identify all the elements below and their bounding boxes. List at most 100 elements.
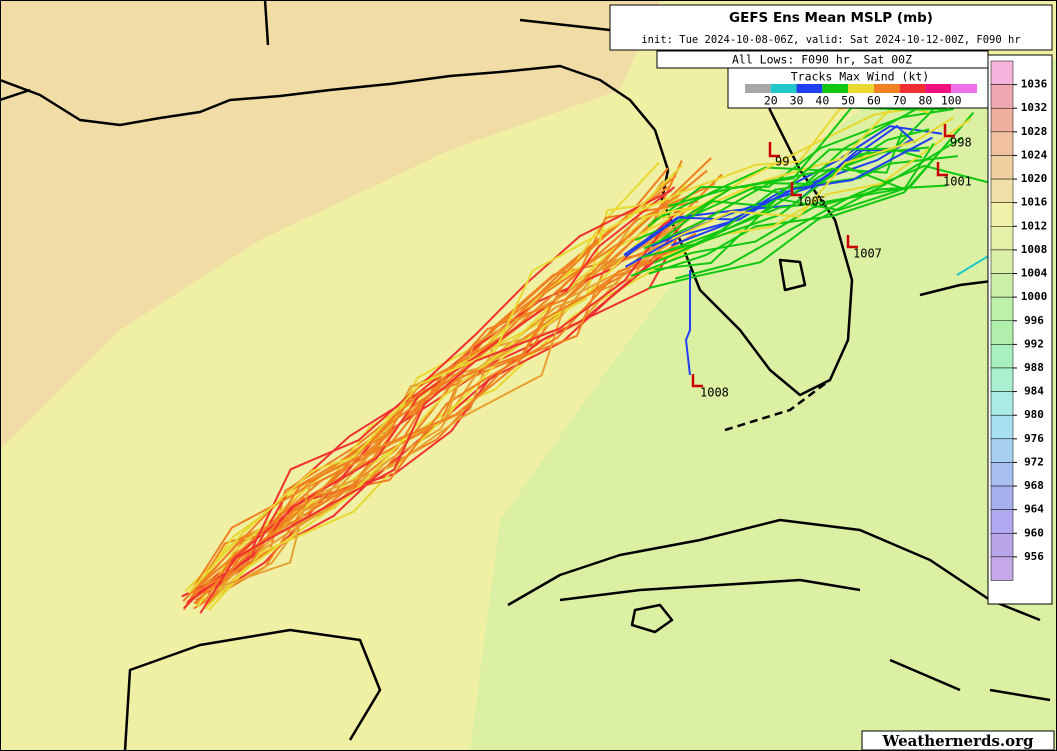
wind-swatch xyxy=(951,84,977,93)
title-box xyxy=(609,4,1053,51)
track xyxy=(193,169,708,605)
colorbar-label: 964 xyxy=(1024,503,1044,516)
lows-caption: All Lows: F090 hr, Sat 00Z xyxy=(732,53,912,67)
track xyxy=(956,254,991,276)
colorbar-swatch xyxy=(990,296,1014,321)
coastline xyxy=(123,628,382,751)
wind-swatch xyxy=(925,84,952,93)
subtitle: init: Tue 2024-10-08-06Z, valid: Sat 202… xyxy=(641,34,1020,46)
colorbar-swatch xyxy=(990,60,1014,85)
track xyxy=(192,232,697,594)
low-marker xyxy=(691,374,703,388)
low-label: 998 xyxy=(950,136,972,150)
colorbar-swatch xyxy=(990,533,1014,558)
pressure-zone xyxy=(0,0,660,450)
wind-legend: 20 30 40 50 60 70 80 100 xyxy=(745,84,977,108)
low-label: 1005 xyxy=(797,195,826,209)
wind-label: 40 xyxy=(815,94,829,108)
colorbar-swatch xyxy=(990,84,1014,109)
lows: 99 998 1001 1005 1007 1008 xyxy=(691,124,972,400)
track xyxy=(643,146,929,250)
colorbar-swatch xyxy=(990,438,1014,463)
colorbar-swatch xyxy=(990,131,1014,156)
colorbar-label: 1000 xyxy=(1021,290,1048,303)
colorbar-label: 1016 xyxy=(1021,196,1048,209)
colorbar-label: 972 xyxy=(1024,455,1044,468)
colorbar-label: 1020 xyxy=(1021,172,1048,185)
colorbar-label: 956 xyxy=(1024,550,1044,563)
colorbar-label: 1008 xyxy=(1021,243,1048,256)
island xyxy=(630,603,674,634)
track xyxy=(189,182,716,594)
colorbar-swatch xyxy=(990,202,1014,227)
colorbar-label: 1004 xyxy=(1021,267,1048,280)
colorbar-label: 960 xyxy=(1024,526,1044,539)
keys xyxy=(724,379,831,432)
colorbar-label: 1032 xyxy=(1021,101,1048,114)
colorbar-swatch xyxy=(990,485,1014,510)
colorbar-swatch xyxy=(990,249,1014,274)
colorbar-swatch xyxy=(990,107,1014,133)
low-label: 1008 xyxy=(700,386,729,400)
wind-swatch xyxy=(873,84,900,93)
colorbar-label: 1028 xyxy=(1021,125,1048,138)
wind-swatch xyxy=(745,84,771,93)
low-label: 1007 xyxy=(853,247,882,261)
title: GEFS Ens Mean MSLP (mb) xyxy=(729,10,933,26)
colorbar-swatch xyxy=(990,344,1014,369)
track xyxy=(675,90,953,224)
wind-swatch xyxy=(796,84,823,93)
colorbar-swatch xyxy=(990,462,1014,487)
track xyxy=(204,210,684,610)
wind-label: 70 xyxy=(893,94,907,108)
coastline xyxy=(507,518,1041,622)
wind-label: 80 xyxy=(919,94,933,108)
colorbar-label: 980 xyxy=(1024,408,1044,421)
wind-label: 20 xyxy=(764,94,778,108)
colorbar-swatch xyxy=(990,391,1014,416)
track xyxy=(653,142,935,264)
colorbar-swatch xyxy=(990,178,1014,203)
colorbar-label: 1024 xyxy=(1021,148,1048,161)
island xyxy=(889,278,1051,702)
track xyxy=(623,136,933,256)
tracks xyxy=(181,87,995,614)
track xyxy=(675,164,995,280)
colorbar-swatch xyxy=(990,320,1014,345)
track xyxy=(182,173,723,611)
coastline xyxy=(0,64,854,397)
low-marker xyxy=(936,162,948,177)
colorbar-swatch xyxy=(990,367,1014,392)
pressure-zone xyxy=(470,60,1057,751)
colorbar-swatch xyxy=(990,155,1014,180)
low-marker xyxy=(846,235,858,249)
colorbar-swatch xyxy=(990,414,1014,440)
wind-label: 100 xyxy=(941,94,962,108)
track xyxy=(630,184,948,277)
track xyxy=(208,183,687,611)
low-label: 99 xyxy=(775,155,789,169)
track xyxy=(640,131,903,259)
colorbar-label: 1012 xyxy=(1021,219,1048,232)
track xyxy=(656,147,923,244)
track xyxy=(199,189,672,592)
colorbar-label: 996 xyxy=(1024,314,1044,327)
wind-swatch xyxy=(899,84,926,93)
track xyxy=(624,149,920,258)
wind-legend-title: Tracks Max Wind (kt) xyxy=(791,70,929,84)
track xyxy=(667,106,948,208)
lake xyxy=(778,258,807,292)
low-marker xyxy=(768,142,780,158)
watermark: Weathernerds.org xyxy=(881,732,1034,750)
track xyxy=(647,107,954,228)
track xyxy=(191,243,692,598)
wind-swatch xyxy=(822,84,849,93)
colorbar-swatch xyxy=(990,273,1014,298)
colorbar-swatch xyxy=(990,556,1014,581)
pressure-colorbar: 1036 1032 1028 1024 1020 1016 1012 1008 1004 1000… xyxy=(990,60,1048,581)
track xyxy=(199,207,680,614)
colorbar-label: 992 xyxy=(1024,337,1044,350)
track xyxy=(206,230,664,608)
